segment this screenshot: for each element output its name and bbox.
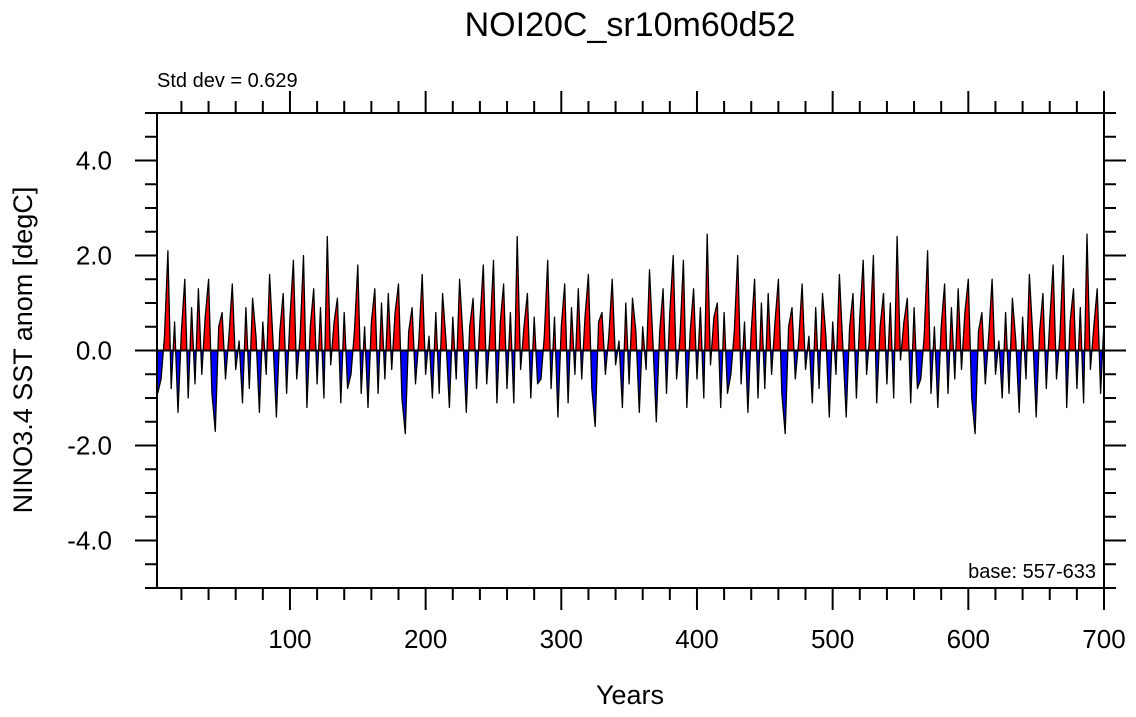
- y-tick-label: 0.0: [76, 336, 112, 366]
- y-axis-label: NINO3.4 SST anom [degC]: [8, 187, 38, 514]
- anomaly-series-line: [157, 233, 1105, 435]
- x-tick-label: 700: [1082, 624, 1125, 654]
- y-tick-label: 4.0: [76, 146, 112, 176]
- y-tick-label: -2.0: [67, 431, 112, 461]
- x-tick-label: 500: [811, 624, 854, 654]
- x-tick-label: 600: [947, 624, 990, 654]
- x-tick-label: 400: [675, 624, 718, 654]
- x-axis-label: Years: [596, 680, 664, 710]
- x-tick-label: 200: [404, 624, 447, 654]
- base-period-annotation: base: 557-633: [968, 561, 1096, 583]
- std-dev-label: Std dev = 0.629: [157, 70, 298, 92]
- chart-title: NOI20C_sr10m60d52: [465, 6, 796, 44]
- negative-anomaly-fill: [157, 350, 1104, 434]
- y-tick-label: -4.0: [67, 526, 112, 556]
- x-tick-label: 100: [268, 624, 311, 654]
- x-tick-label: 300: [540, 624, 583, 654]
- y-tick-label: 2.0: [76, 241, 112, 271]
